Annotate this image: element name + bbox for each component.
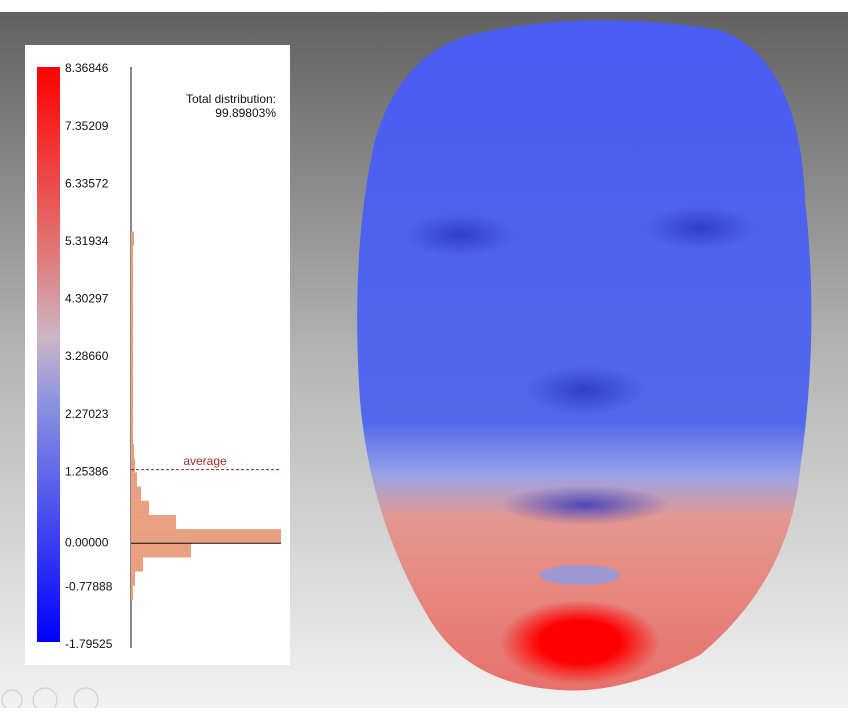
histogram-bar (131, 586, 133, 600)
average-label: average (183, 454, 227, 468)
histogram-bar (131, 345, 133, 359)
histogram-bar (131, 232, 134, 246)
total-label: Total distribution: (186, 92, 276, 106)
face-model (357, 20, 811, 690)
y-tick-label: 6.33572 (65, 176, 109, 190)
y-tick-label: -1.79525 (65, 637, 113, 651)
color-bar (37, 67, 60, 642)
y-tick-label: 1.25386 (65, 464, 109, 478)
histogram-bar (131, 402, 133, 416)
histogram-bar (131, 317, 133, 331)
y-tick-label: 7.35209 (65, 119, 109, 133)
histogram-bar (131, 359, 133, 373)
page: Total distribution: 99.89803% 8.36846 7.3… (0, 0, 848, 713)
histogram-bar (131, 529, 281, 543)
y-tick-label: 4.30297 (65, 292, 109, 306)
histogram-bar (131, 260, 133, 274)
histogram-bar (131, 515, 176, 529)
histogram-bar (131, 373, 133, 387)
histogram-bar (131, 472, 137, 486)
histogram-bar (131, 288, 133, 302)
histogram-bar (131, 487, 141, 501)
histogram-bar (131, 444, 134, 458)
screenshot: Total distribution: 99.89803% 8.36846 7.3… (0, 0, 848, 708)
histogram-bar (131, 543, 191, 557)
histogram-bar (131, 274, 133, 288)
top-strip (0, 0, 848, 12)
histogram-bar (131, 302, 133, 316)
histogram-bar (131, 246, 133, 260)
histogram-bar (131, 331, 133, 345)
histogram-bar (131, 458, 135, 472)
y-tick-label: 8.36846 (65, 61, 109, 75)
y-tick-label: 2.27023 (65, 407, 109, 421)
histogram-bar (131, 416, 133, 430)
histogram-bar (131, 430, 133, 444)
y-tick-label: -0.77888 (65, 580, 113, 594)
histogram-bar (131, 387, 133, 401)
histogram-bar (131, 501, 149, 515)
histogram-bar (131, 557, 143, 571)
histogram-bar (131, 572, 135, 586)
y-tick-label: 0.00000 (65, 535, 109, 549)
y-tick-label: 3.28660 (65, 349, 109, 363)
y-tick-label: 5.31934 (65, 234, 109, 248)
total-value: 99.89803% (215, 106, 276, 120)
